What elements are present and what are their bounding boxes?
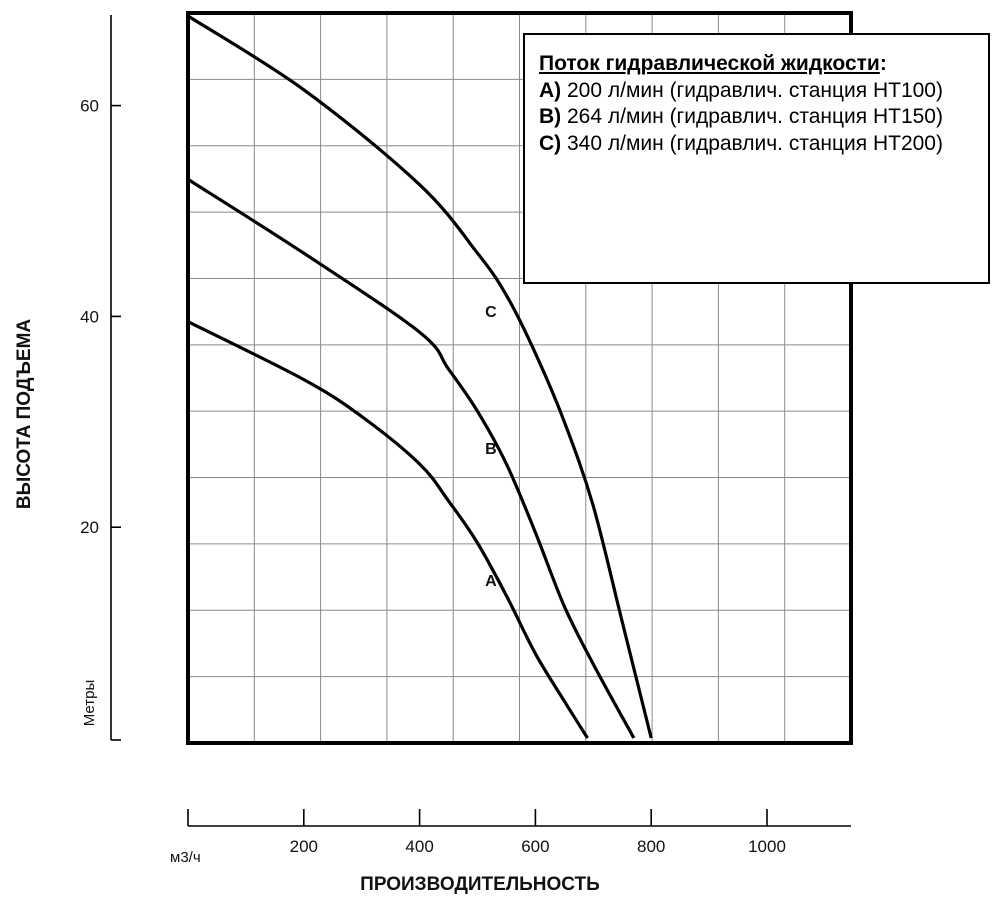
legend-text: 340 л/мин (гидравлич. станция НТ200) — [561, 131, 943, 155]
x-tick-label: 600 — [521, 837, 549, 856]
curve-label-a: A — [485, 573, 497, 590]
curve-b — [187, 178, 636, 739]
legend-key: C) — [539, 131, 562, 155]
curve-labels: C B A — [485, 304, 497, 590]
legend-text: 264 л/мин (гидравлич. станция НТ150) — [561, 105, 943, 128]
x-tick-label: 400 — [405, 837, 433, 856]
curve-a — [187, 320, 589, 739]
legend-title-colon: : — [879, 52, 887, 75]
x-tick-label: 200 — [290, 837, 318, 856]
y-tick-label: 20 — [80, 518, 99, 537]
y-tick-label: 40 — [80, 307, 99, 326]
x-axis-unit: м3/ч — [170, 849, 201, 866]
plot-frame — [186, 11, 853, 745]
x-axis-title: ПРОИЗВОДИТЕЛЬНОСТЬ — [360, 874, 600, 895]
curve-label-b: B — [485, 441, 497, 458]
x-tick-label: 800 — [637, 837, 665, 856]
legend-key: B) — [539, 105, 562, 128]
curve-c — [187, 14, 653, 739]
curves — [187, 14, 653, 739]
legend: Поток гидравлической жидкости: A) 200 л/… — [523, 33, 990, 284]
y-axis-title: ВЫСОТА ПОДЪЕМА — [14, 319, 35, 510]
legend-item-a: A) 200 л/мин (гидравлич. станция НТ100) — [539, 78, 982, 105]
legend-text: 200 л/мин (гидравлич. станция НТ100) — [561, 78, 943, 102]
x-tick-label: 1000 — [748, 837, 786, 856]
curve-label-c: C — [485, 304, 497, 321]
y-axis-unit: Метры — [81, 680, 98, 727]
plot-border — [186, 11, 853, 745]
y-axis: 20 40 60 — [80, 15, 121, 741]
legend-title: Поток гидравлической жидкости — [539, 52, 880, 75]
legend-item-c: C) 340 л/мин (гидравлич. станция НТ200) — [539, 131, 982, 158]
legend-key: A) — [539, 78, 562, 102]
x-axis: 200 400 600 800 1000 — [187, 809, 851, 856]
legend-item-b: B) 264 л/мин (гидравлич. станция НТ150) — [539, 104, 982, 131]
y-tick-label: 60 — [80, 97, 99, 116]
